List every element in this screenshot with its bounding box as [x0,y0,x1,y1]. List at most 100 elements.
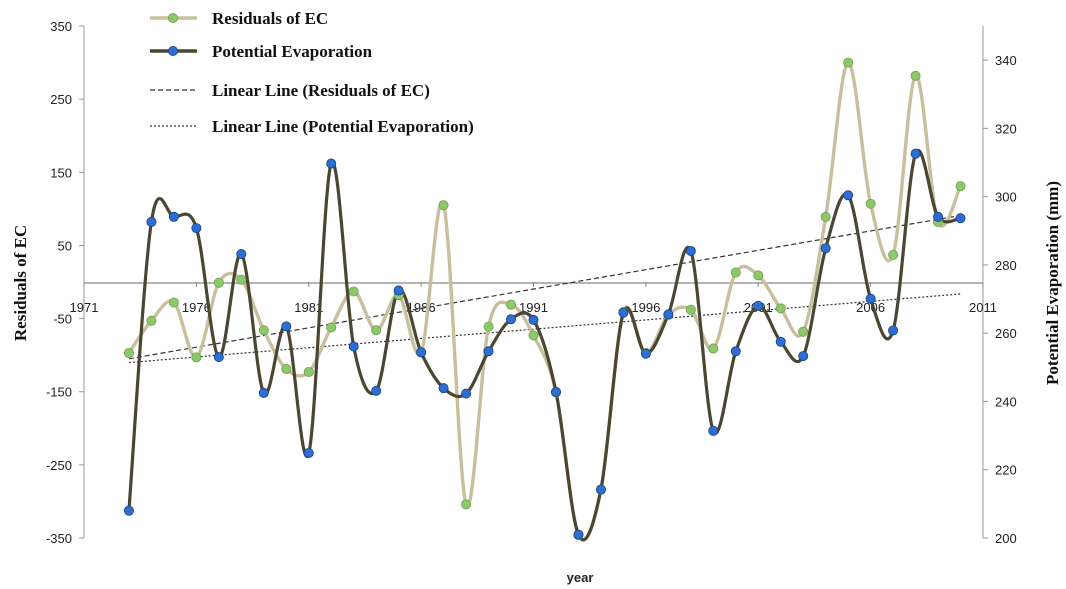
point-potential-evaporation [326,158,337,169]
x-axis-title: year [567,570,594,585]
x-tick-label: 1976 [182,300,211,315]
point-potential-evaporation [708,425,719,436]
point-potential-evaporation [663,309,674,320]
point-potential-evaporation [213,352,224,363]
point-residuals-of-ec [798,326,809,337]
point-potential-evaporation [348,341,359,352]
right-tick-label: 260 [995,326,1017,341]
point-potential-evaporation [595,484,606,495]
legend-swatch-marker [167,46,178,57]
point-residuals-of-ec [438,200,449,211]
right-tick-label: 320 [995,121,1017,136]
point-residuals-of-ec [775,303,786,314]
point-potential-evaporation [371,385,382,396]
left-axis-title: Residuals of EC [11,225,30,341]
legend-label: Linear Line (Residuals of EC) [212,81,430,100]
point-residuals-of-ec [348,286,359,297]
legend-label: Potential Evaporation [212,42,373,61]
right-tick-label: 280 [995,258,1017,273]
point-potential-evaporation [573,529,584,540]
right-axis-title: Potential Evaporation (mm) [1043,181,1062,385]
point-potential-evaporation [910,148,921,159]
point-potential-evaporation [888,325,899,336]
trend-line-linear-line-potential-evaporation [128,293,961,364]
x-tick-label: 2011 [969,300,997,315]
point-residuals-of-ec [843,57,854,68]
point-potential-evaporation [640,348,651,359]
series-line-potential-evaporation [127,149,961,542]
point-residuals-of-ec [730,267,741,278]
point-potential-evaporation [550,386,561,397]
x-tick-label: 1981 [294,300,323,315]
point-potential-evaporation [506,314,517,325]
point-potential-evaporation [416,347,427,358]
right-tick-label: 200 [995,531,1017,546]
point-residuals-of-ec [685,304,696,315]
x-tick-label: 1991 [519,300,548,315]
point-potential-evaporation [461,388,472,399]
point-potential-evaporation [393,285,404,296]
left-tick-label: -250 [46,458,72,473]
left-tick-label: 350 [50,19,72,34]
legend-label: Linear Line (Potential Evaporation) [212,117,474,136]
point-potential-evaporation [146,216,157,227]
left-tick-label: -350 [46,531,72,546]
point-potential-evaporation [191,223,202,234]
point-residuals-of-ec [213,277,224,288]
point-potential-evaporation [281,321,292,332]
point-residuals-of-ec [910,70,921,81]
point-potential-evaporation [955,213,966,224]
point-residuals-of-ec [168,297,179,308]
point-residuals-of-ec [955,181,966,192]
point-potential-evaporation [843,190,854,201]
point-residuals-of-ec [753,270,764,281]
point-potential-evaporation [258,387,269,398]
x-tick-label: 1971 [70,300,99,315]
tick-labels: 350 250 150 50 -50 -150 -250 -350 200 220 240 260 28… [46,19,1017,546]
point-residuals-of-ec [483,321,494,332]
point-potential-evaporation [483,346,494,357]
left-tick-label: -150 [46,385,72,400]
left-tick-label: 150 [50,165,72,180]
point-potential-evaporation [618,307,629,318]
right-tick-label: 300 [995,190,1017,205]
point-potential-evaporation [730,346,741,357]
legend-item-residuals-of-ec: Residuals of EC [150,9,328,28]
point-potential-evaporation [753,300,764,311]
right-tick-label: 240 [995,394,1017,409]
legend-item-linear-line-residuals-of-ec: Linear Line (Residuals of EC) [150,81,430,100]
point-potential-evaporation [775,336,786,347]
series-markers [123,57,966,541]
point-potential-evaporation [685,245,696,256]
left-tick-label: 50 [58,238,72,253]
point-residuals-of-ec [506,299,517,310]
point-residuals-of-ec [191,352,202,363]
point-potential-evaporation [528,314,539,325]
point-residuals-of-ec [258,325,269,336]
point-potential-evaporation [798,351,809,362]
point-residuals-of-ec [820,211,831,222]
point-potential-evaporation [168,211,179,222]
x-tick-label: 1996 [631,300,660,315]
point-residuals-of-ec [888,249,899,260]
point-potential-evaporation [236,249,247,260]
point-potential-evaporation [865,293,876,304]
point-residuals-of-ec [461,499,472,510]
legend-item-potential-evaporation: Potential Evaporation [150,42,373,61]
point-residuals-of-ec [123,347,134,358]
point-residuals-of-ec [281,364,292,375]
point-potential-evaporation [123,505,134,516]
legend: Residuals of EC Potential Evaporation Line… [150,9,474,136]
point-residuals-of-ec [303,366,314,377]
right-tick-label: 340 [995,53,1017,68]
point-residuals-of-ec [326,322,337,333]
point-residuals-of-ec [371,325,382,336]
point-potential-evaporation [303,448,314,459]
x-tick-label: 2006 [856,300,885,315]
right-tick-label: 220 [995,463,1017,478]
point-residuals-of-ec [865,198,876,209]
legend-item-linear-line-potential-evaporation: Linear Line (Potential Evaporation) [150,117,474,136]
point-potential-evaporation [933,211,944,222]
point-potential-evaporation [438,383,449,394]
